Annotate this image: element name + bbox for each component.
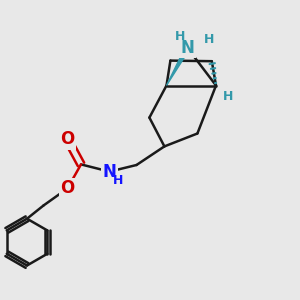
Text: O: O	[60, 130, 75, 148]
Text: H: H	[175, 30, 185, 43]
Text: O: O	[60, 179, 75, 197]
Text: H: H	[112, 174, 123, 187]
Text: H: H	[223, 90, 233, 103]
Polygon shape	[167, 47, 190, 86]
Text: N: N	[181, 39, 194, 57]
Text: N: N	[103, 163, 116, 181]
Text: H: H	[204, 33, 214, 46]
